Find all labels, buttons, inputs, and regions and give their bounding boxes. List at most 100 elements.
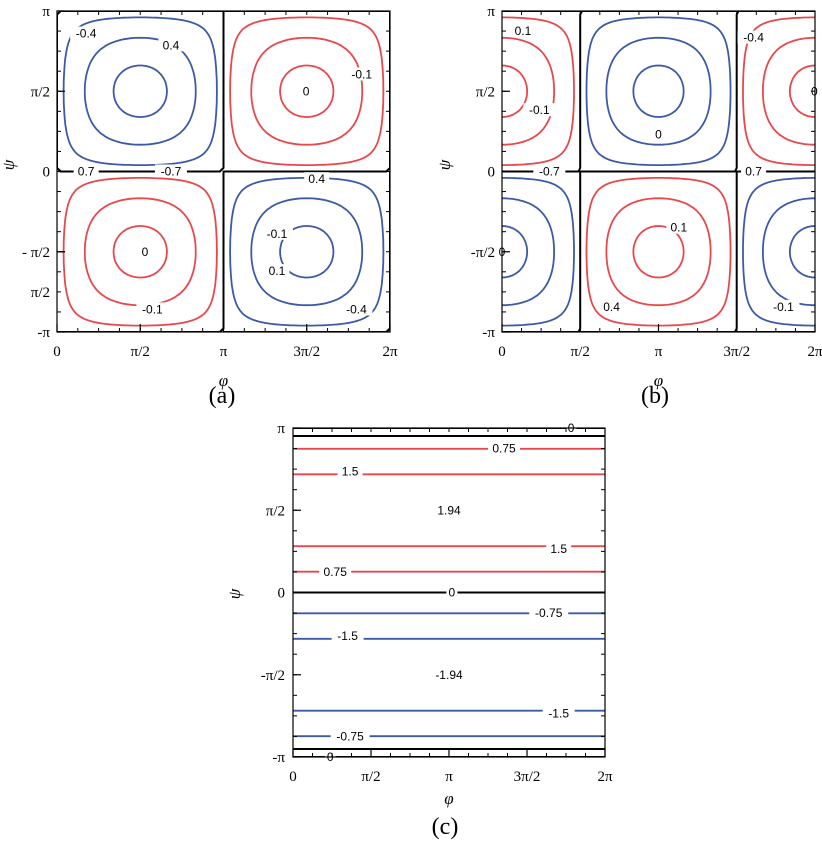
contour-label-bg: [542, 706, 575, 720]
contour-label: 0.75: [324, 565, 348, 579]
contour-label-bg: [136, 302, 169, 316]
chart-a: -0.4 0.4 -0.1 0 0.7 -0.7 0.4 -0.1 0 0.1 -0.1 -0.4 0 π…: [0, 4, 398, 409]
contour-label: -0.4: [743, 31, 764, 45]
contour-label: 1.5: [550, 542, 567, 556]
contour-level-0: [57, 11, 390, 332]
contour-level-neg0p1: [502, 16, 815, 327]
contour-label-bg: [546, 542, 572, 556]
x-tick-label: π: [655, 344, 663, 360]
contour-level-0p7: [502, 64, 815, 279]
contour-label: -0.1: [142, 302, 163, 316]
chart-c: 0 0.75 1.5 1.94 1.5 0.75 0 -0.75 -1.5 -1.94 -1.5 -0…: [225, 421, 613, 840]
contour-label: -0.1: [529, 103, 550, 117]
y-axis-label: ψ: [0, 159, 18, 170]
contour-label-bg: [523, 103, 556, 117]
contour-label: -0.4: [346, 302, 367, 316]
contour-label: -1.5: [337, 629, 358, 643]
y-tick-label: π/2: [266, 503, 285, 519]
x-tick-label: 3π/2: [293, 344, 320, 360]
contour-label: -1.5: [548, 706, 569, 720]
contour-label-bg: [337, 464, 363, 478]
x-axis-label: φ: [654, 371, 663, 390]
x-tick-label: 2π: [597, 769, 613, 785]
panel-caption: (c): [432, 814, 459, 840]
panel-caption: (b): [641, 383, 669, 409]
contour-label-bg: [304, 172, 330, 186]
contour-label-bg: [510, 24, 536, 38]
contour-label: -0.1: [351, 67, 372, 81]
y-tick-label: 0: [278, 586, 286, 602]
contour-lines-b: [502, 11, 815, 332]
contour-label: -0.7: [161, 165, 182, 179]
contour-label: 0.75: [492, 442, 516, 456]
y-tick-label: π/2: [476, 84, 495, 100]
contour-label: -0.75: [535, 606, 563, 620]
y-tick-label: - π/2: [22, 245, 50, 261]
y-tick-label: -π: [482, 325, 495, 341]
panel-caption: (a): [209, 383, 236, 409]
contour-label-bg: [300, 84, 312, 98]
x-tick-label: 0: [53, 344, 61, 360]
contour-label-bg: [260, 226, 293, 240]
contour-label: -0.4: [76, 27, 97, 41]
contour-label: 0.1: [671, 221, 688, 235]
contour-label-bg: [433, 503, 465, 517]
contour-label-bg: [533, 164, 566, 178]
contour-label: 0: [303, 84, 310, 98]
contour-label: 0: [655, 128, 662, 142]
contour-label-bg: [264, 264, 290, 278]
contour-label: 0.1: [515, 24, 532, 38]
contour-label-bg: [319, 565, 352, 579]
y-tick-label: 0: [488, 165, 496, 181]
y-tick-label: -π/2: [471, 245, 495, 261]
contour-label-bg: [158, 38, 184, 52]
contour-label-bg: [139, 244, 151, 258]
y-axis-label: ψ: [225, 588, 244, 599]
x-tick-label: 3π/2: [514, 769, 541, 785]
contour-lines-a: [57, 11, 390, 332]
contour-label-bg: [737, 30, 770, 44]
x-tick-label: π/2: [571, 344, 590, 360]
x-tick-label: π/2: [131, 344, 150, 360]
contour-label-bg: [599, 299, 625, 313]
contour-label-bg: [73, 164, 99, 178]
contour-label-bg: [666, 220, 692, 234]
contour-label-bg: [340, 302, 373, 316]
x-tick-label: π: [445, 769, 453, 785]
x-tick-label: 2π: [382, 344, 398, 360]
contour-label: 0.4: [163, 38, 180, 52]
y-tick-label: -π: [37, 325, 50, 341]
contour-label: -1.94: [435, 668, 463, 682]
contour-label-bg: [154, 164, 187, 178]
y-tick-label: π: [487, 4, 495, 20]
contour-label: 1.94: [437, 503, 461, 517]
contour-level-0p7: [112, 64, 335, 279]
contour-level-0p4: [502, 36, 815, 307]
contour-label: 1.5: [342, 465, 359, 479]
y-tick-label: π/2: [31, 285, 50, 301]
contour-label-bg: [345, 67, 378, 81]
contour-label: -0.1: [773, 300, 794, 314]
contour-label: -0.75: [336, 729, 364, 743]
contour-label: 0.4: [603, 300, 620, 314]
contour-label-bg: [446, 585, 458, 599]
contour-label-bg: [429, 667, 469, 681]
y-tick-label: π: [277, 421, 285, 437]
contour-lines-c: [293, 428, 605, 757]
x-tick-label: π: [220, 344, 228, 360]
x-axis-label: φ: [444, 789, 453, 808]
contour-level-0p4: [83, 36, 364, 307]
contour-label: 0: [142, 245, 149, 259]
y-tick-label: -π/2: [261, 668, 285, 684]
contour-level-0p1: [502, 16, 815, 327]
contour-level-neg0p7: [502, 64, 815, 279]
contour-level-0p1: [62, 16, 385, 327]
x-tick-label: 2π: [807, 344, 822, 360]
contour-label-bg: [70, 26, 103, 40]
contour-label: -0.1: [267, 227, 288, 241]
contour-label-bg: [330, 729, 370, 743]
x-tick-label: π/2: [361, 769, 380, 785]
y-tick-label: 0: [43, 165, 51, 181]
x-tick-label: 0: [289, 769, 297, 785]
